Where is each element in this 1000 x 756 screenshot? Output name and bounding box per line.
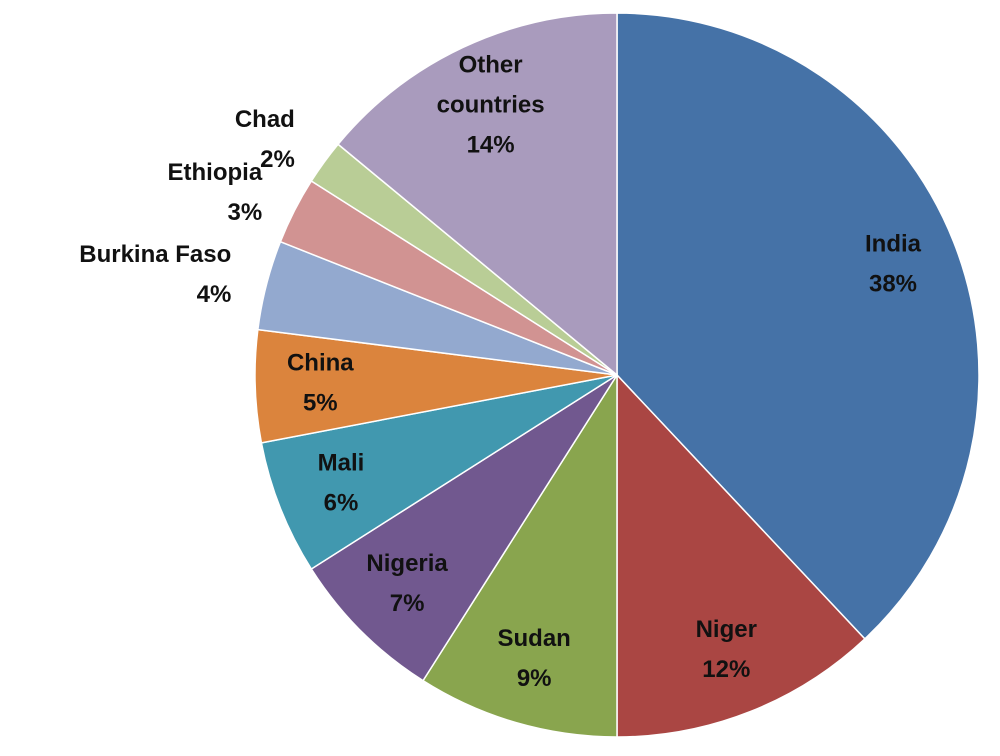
value-label: 9% [517,665,552,692]
value-label: 5% [303,390,338,417]
category-label: Ethiopia [168,160,263,187]
slice-label: Ethiopia 3% [168,160,263,227]
category-label: Burkina Faso [79,241,231,268]
category-label: Niger [696,616,757,643]
category-label: Nigeria [366,550,448,577]
pie-slice [310,374,618,682]
category-label-line: Sudan [498,625,571,652]
value-label: 38% [869,271,917,298]
slice-label: Burkina Faso 4% [79,241,231,308]
category-label-line: Mali [318,450,365,477]
category-label: India [865,231,922,258]
category-label: China [287,350,354,377]
slice-label: Niger 12% [696,616,757,683]
category-label: Mali [318,450,365,477]
category-label-line: Ethiopia [168,160,263,187]
category-label-line: Other [459,52,523,79]
slice-label: Other countries 14% [437,52,545,159]
value-label: 4% [197,281,232,308]
slice-label: Chad 2% [235,106,295,173]
category-label-line: countries [437,92,545,119]
pie-slice [337,12,618,377]
pie-slice [421,372,618,738]
category-label: Chad [235,106,295,133]
category-label-line: Burkina Faso [79,241,231,268]
slice-label: Sudan 9% [498,625,571,692]
value-label: 2% [260,146,295,173]
slice-label: India 38% [865,231,922,298]
slice-label: Mali 6% [318,450,365,517]
value-label: 14% [467,132,515,159]
category-label-line: Niger [696,616,757,643]
category-label: Sudan [498,625,571,652]
slice-label: China 5% [287,350,354,417]
category-label-line: Nigeria [366,550,448,577]
category-label-line: Chad [235,106,295,133]
category-label-line: India [865,231,922,258]
category-label: Other countries [437,52,545,119]
pie-slice [616,12,980,640]
value-label: 3% [228,200,263,227]
value-label: 6% [324,490,359,517]
category-label-line: China [287,350,354,377]
pie-slice [260,374,618,571]
value-label: 12% [702,656,750,683]
value-label: 7% [390,590,425,617]
slice-label: Nigeria 7% [366,550,448,617]
pie-slice [616,373,866,738]
